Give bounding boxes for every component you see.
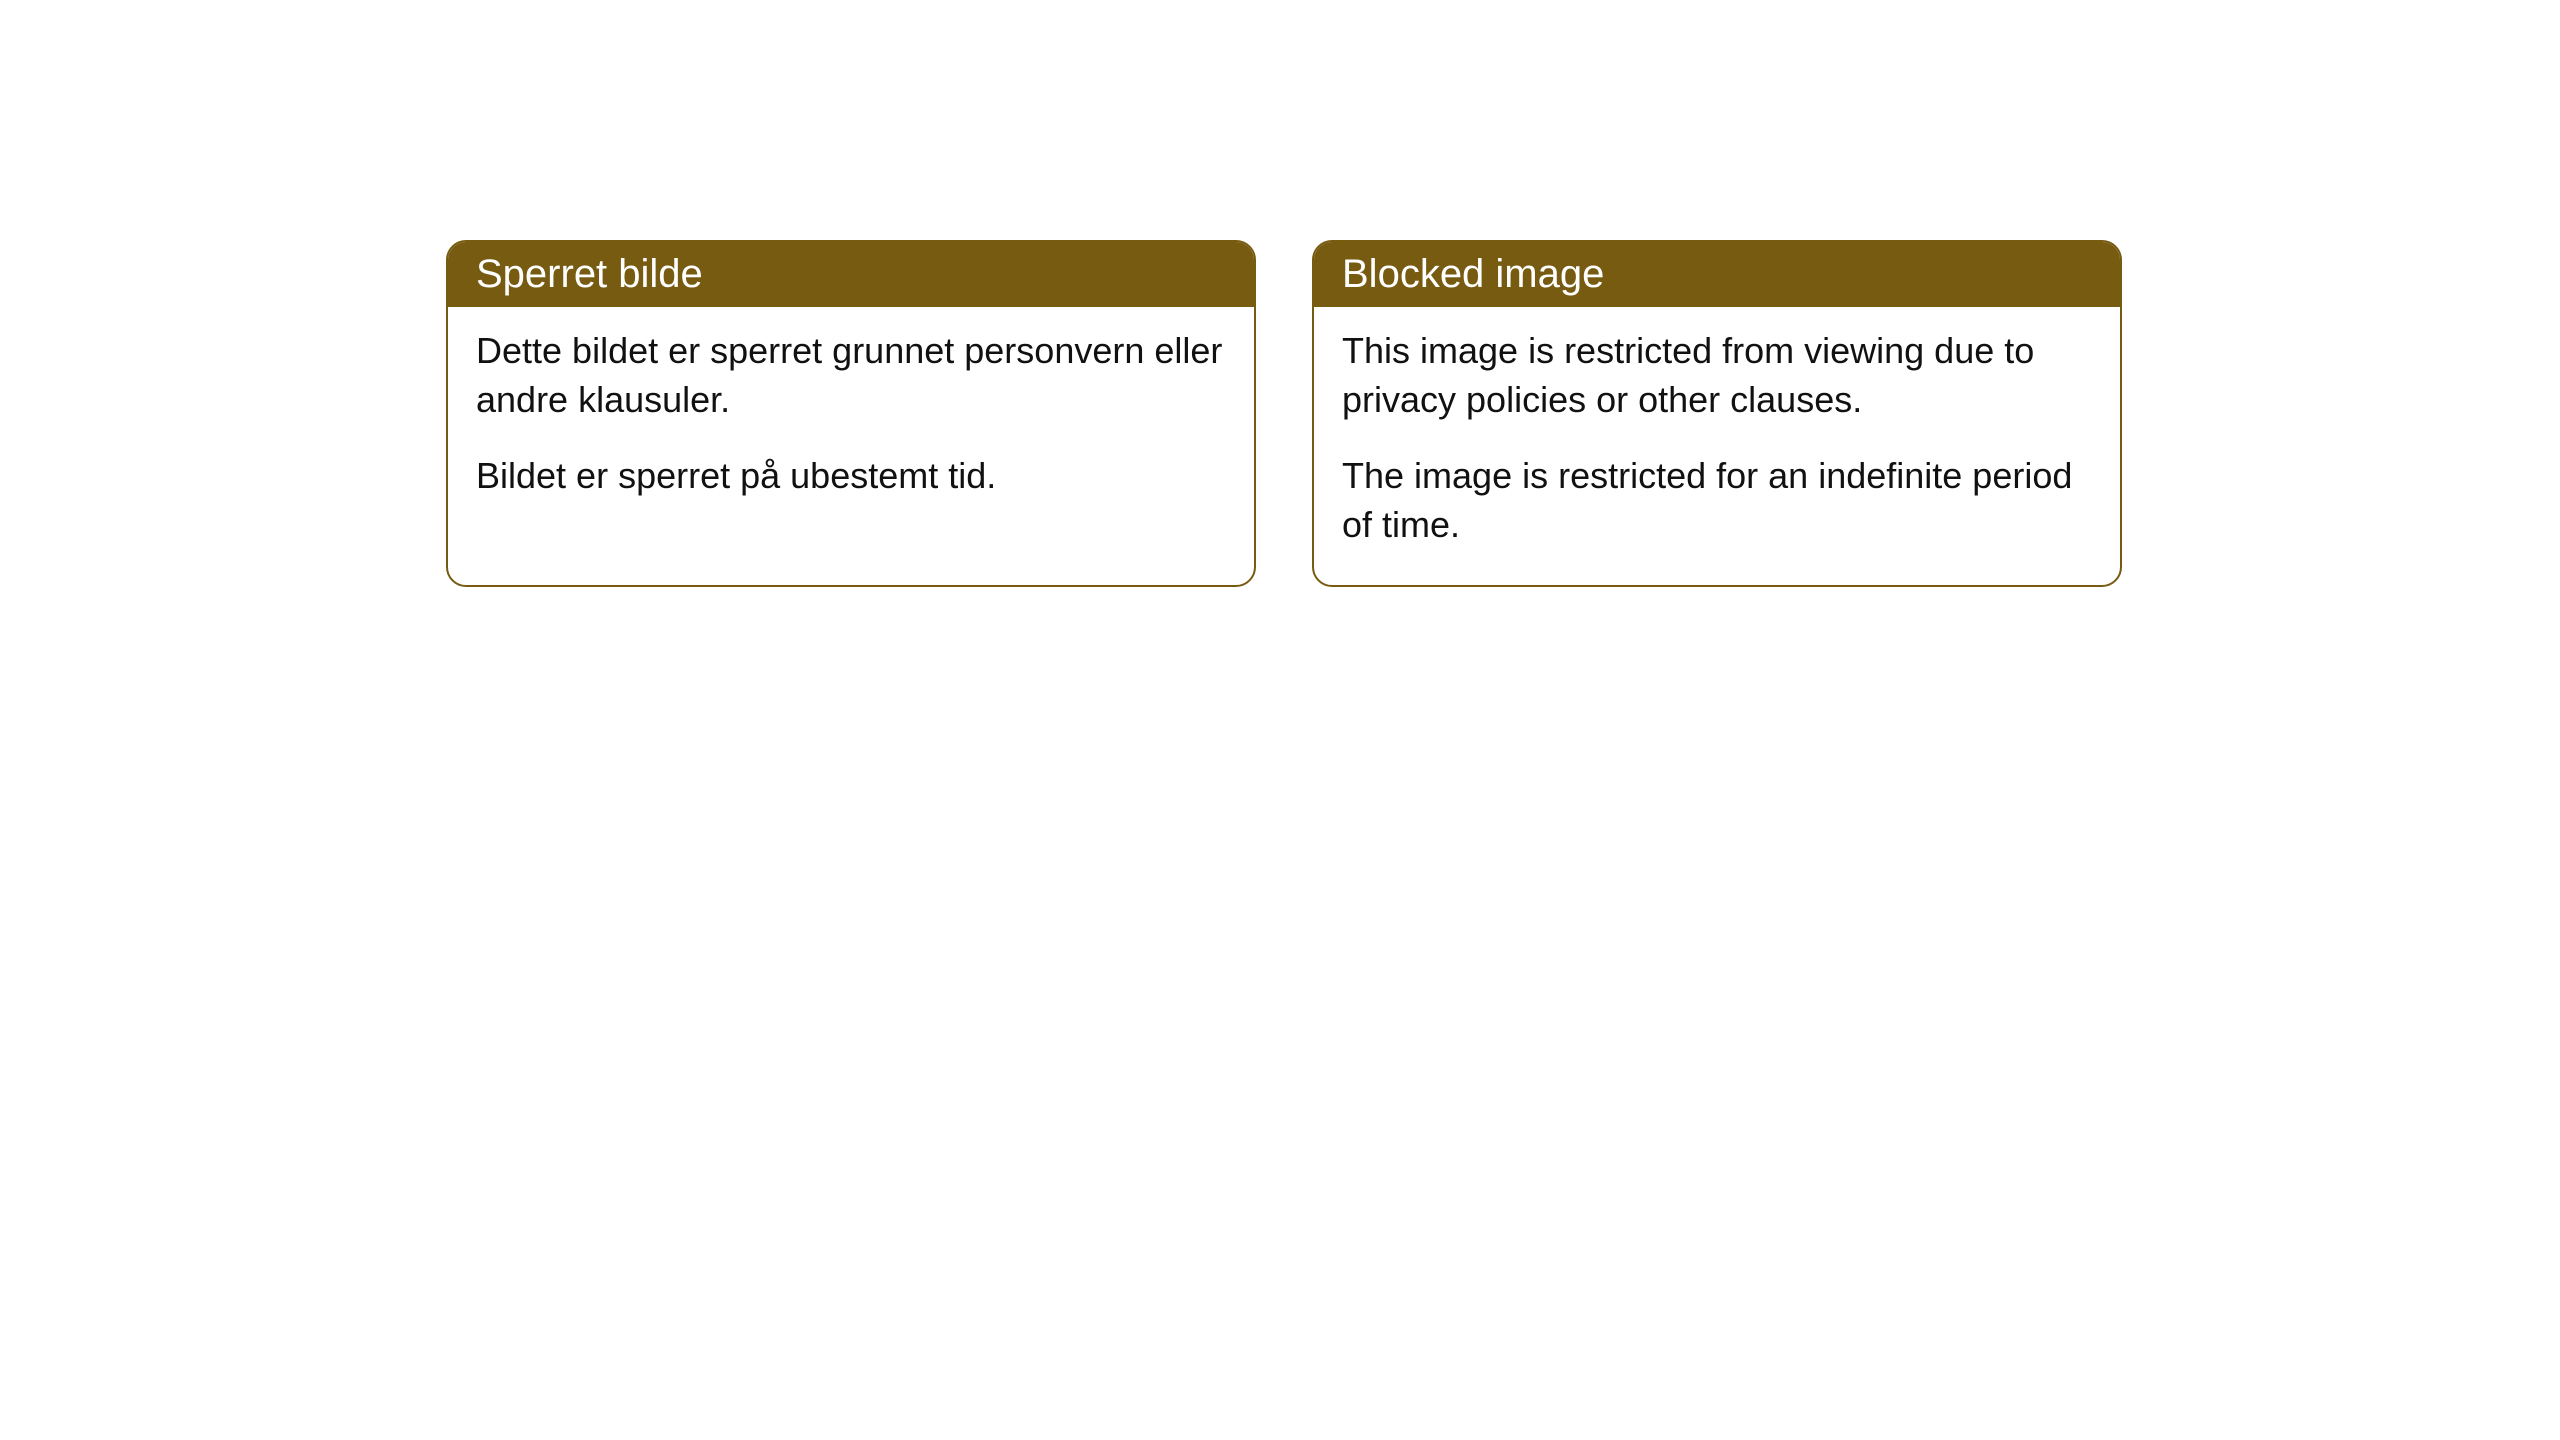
card-paragraph: Bildet er sperret på ubestemt tid. [476, 452, 1226, 501]
card-norwegian: Sperret bilde Dette bildet er sperret gr… [446, 240, 1256, 587]
card-english: Blocked image This image is restricted f… [1312, 240, 2122, 587]
card-title: Blocked image [1342, 252, 1604, 296]
card-paragraph: Dette bildet er sperret grunnet personve… [476, 327, 1226, 424]
card-paragraph: The image is restricted for an indefinit… [1342, 452, 2092, 549]
card-header-norwegian: Sperret bilde [448, 242, 1254, 307]
card-paragraph: This image is restricted from viewing du… [1342, 327, 2092, 424]
card-body-english: This image is restricted from viewing du… [1314, 307, 2120, 585]
card-body-norwegian: Dette bildet er sperret grunnet personve… [448, 307, 1254, 537]
card-title: Sperret bilde [476, 252, 703, 296]
card-header-english: Blocked image [1314, 242, 2120, 307]
cards-container: Sperret bilde Dette bildet er sperret gr… [446, 240, 2122, 587]
